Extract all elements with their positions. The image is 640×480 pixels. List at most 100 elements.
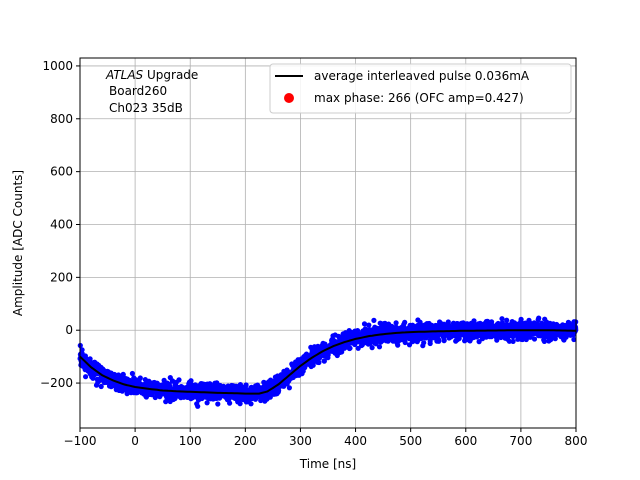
scatter-point bbox=[253, 383, 259, 389]
scatter-point bbox=[488, 334, 495, 340]
scatter-point bbox=[268, 391, 274, 397]
scatter-point bbox=[94, 361, 100, 367]
scatter-point bbox=[415, 317, 421, 323]
scatter-point bbox=[98, 383, 104, 390]
y-axis-ticks: −200 0 200 400 600 800 1000 bbox=[40, 59, 80, 390]
scatter-point bbox=[372, 340, 378, 346]
scatter-point bbox=[96, 378, 102, 384]
scatter-point bbox=[518, 318, 524, 324]
scatter-point bbox=[295, 358, 301, 364]
scatter-point bbox=[262, 392, 269, 398]
scatter-point bbox=[236, 394, 242, 400]
scatter-point bbox=[464, 321, 470, 327]
scatter-point bbox=[531, 323, 537, 329]
scatter-point bbox=[371, 317, 377, 323]
scatter-point bbox=[380, 336, 386, 342]
scatter-point bbox=[478, 323, 484, 329]
scatter-point bbox=[194, 401, 200, 407]
atlas-italic-text: ATLAS bbox=[105, 68, 144, 82]
scatter-point bbox=[366, 322, 372, 328]
scatter-point bbox=[565, 332, 571, 338]
x-tick-label: 500 bbox=[399, 434, 422, 448]
scatter-point bbox=[375, 335, 381, 341]
atlas-annotation: ATLAS Upgrade Board260 Ch023 35dB bbox=[105, 68, 198, 115]
scatter-point bbox=[544, 333, 550, 340]
scatter-point bbox=[152, 394, 158, 401]
scatter-point bbox=[215, 401, 221, 407]
scatter-point bbox=[542, 316, 548, 322]
scatter-point bbox=[244, 397, 250, 403]
scatter-point bbox=[409, 339, 415, 345]
scatter-point bbox=[278, 372, 284, 378]
scatter-point bbox=[214, 380, 220, 386]
scatter-point bbox=[394, 336, 400, 342]
scatter-point bbox=[153, 381, 159, 387]
scatter-point bbox=[502, 323, 509, 329]
scatter-point bbox=[186, 379, 193, 385]
scatter-point bbox=[393, 324, 399, 330]
scatter-point bbox=[511, 320, 518, 326]
x-tick-label: 300 bbox=[289, 434, 312, 448]
scatter-point bbox=[485, 318, 491, 324]
axes-background bbox=[80, 58, 576, 428]
average-pulse-line bbox=[79, 329, 576, 395]
scatter-point bbox=[167, 398, 173, 405]
scatter-point bbox=[231, 395, 237, 401]
y-tick-label: 600 bbox=[50, 165, 73, 179]
scatter-point bbox=[237, 387, 243, 393]
scatter-point bbox=[550, 321, 556, 327]
scatter-point bbox=[361, 321, 368, 327]
scatter-point bbox=[302, 365, 308, 371]
scatter-point bbox=[190, 386, 196, 392]
scatter-point bbox=[510, 338, 516, 344]
scatter-point bbox=[294, 370, 300, 376]
scatter-point bbox=[376, 326, 382, 332]
annotation-line-2: Board260 bbox=[109, 84, 167, 98]
scatter-point bbox=[535, 317, 541, 323]
scatter-point bbox=[427, 338, 433, 344]
y-axis-label: Amplitude [ADC Counts] bbox=[11, 170, 25, 316]
scatter-point bbox=[315, 356, 321, 362]
scatter-point bbox=[571, 336, 577, 343]
annotation-line-1: ATLAS Upgrade bbox=[105, 68, 198, 82]
legend-entry-average: average interleaved pulse 0.036mA bbox=[314, 69, 530, 83]
scatter-point bbox=[438, 331, 444, 337]
scatter-point bbox=[389, 323, 395, 329]
scatter-point bbox=[315, 348, 321, 354]
scatter-point bbox=[163, 392, 169, 398]
scatter-point bbox=[264, 385, 270, 391]
scatter-point bbox=[542, 323, 548, 329]
scatter-point bbox=[446, 335, 452, 341]
scatter-point bbox=[179, 385, 185, 391]
scatter-point bbox=[566, 320, 573, 326]
scatter-point bbox=[531, 336, 538, 342]
scatter-point bbox=[322, 342, 328, 348]
scatter-point bbox=[535, 331, 541, 337]
scatter-point bbox=[509, 325, 515, 331]
scatter-point bbox=[360, 338, 366, 344]
scatter-point bbox=[100, 366, 106, 372]
scatter-point bbox=[447, 323, 453, 329]
scatter-point bbox=[548, 333, 555, 339]
scatter-point bbox=[260, 386, 266, 392]
scatter-point bbox=[369, 345, 375, 351]
scatter-point bbox=[420, 343, 426, 349]
scatter-point bbox=[377, 320, 383, 326]
scatter-point bbox=[135, 379, 141, 385]
scatter-point bbox=[232, 386, 238, 392]
y-tick-label: 400 bbox=[50, 218, 73, 232]
scatter-point bbox=[279, 383, 285, 389]
y-tick-label: −200 bbox=[40, 376, 73, 390]
scatter-point bbox=[402, 319, 408, 325]
scatter-point bbox=[302, 354, 308, 360]
scatter-point bbox=[426, 325, 432, 331]
x-axis-label: Time [ns] bbox=[299, 457, 356, 471]
scatter-point bbox=[118, 374, 124, 380]
scatter-point bbox=[167, 375, 173, 381]
scatter-point bbox=[393, 320, 399, 326]
x-tick-label: −100 bbox=[64, 434, 97, 448]
scatter-point bbox=[476, 339, 482, 345]
annotation-line-3: Ch023 35dB bbox=[109, 101, 183, 115]
scatter-point bbox=[501, 331, 507, 337]
scatter-point bbox=[129, 370, 135, 377]
